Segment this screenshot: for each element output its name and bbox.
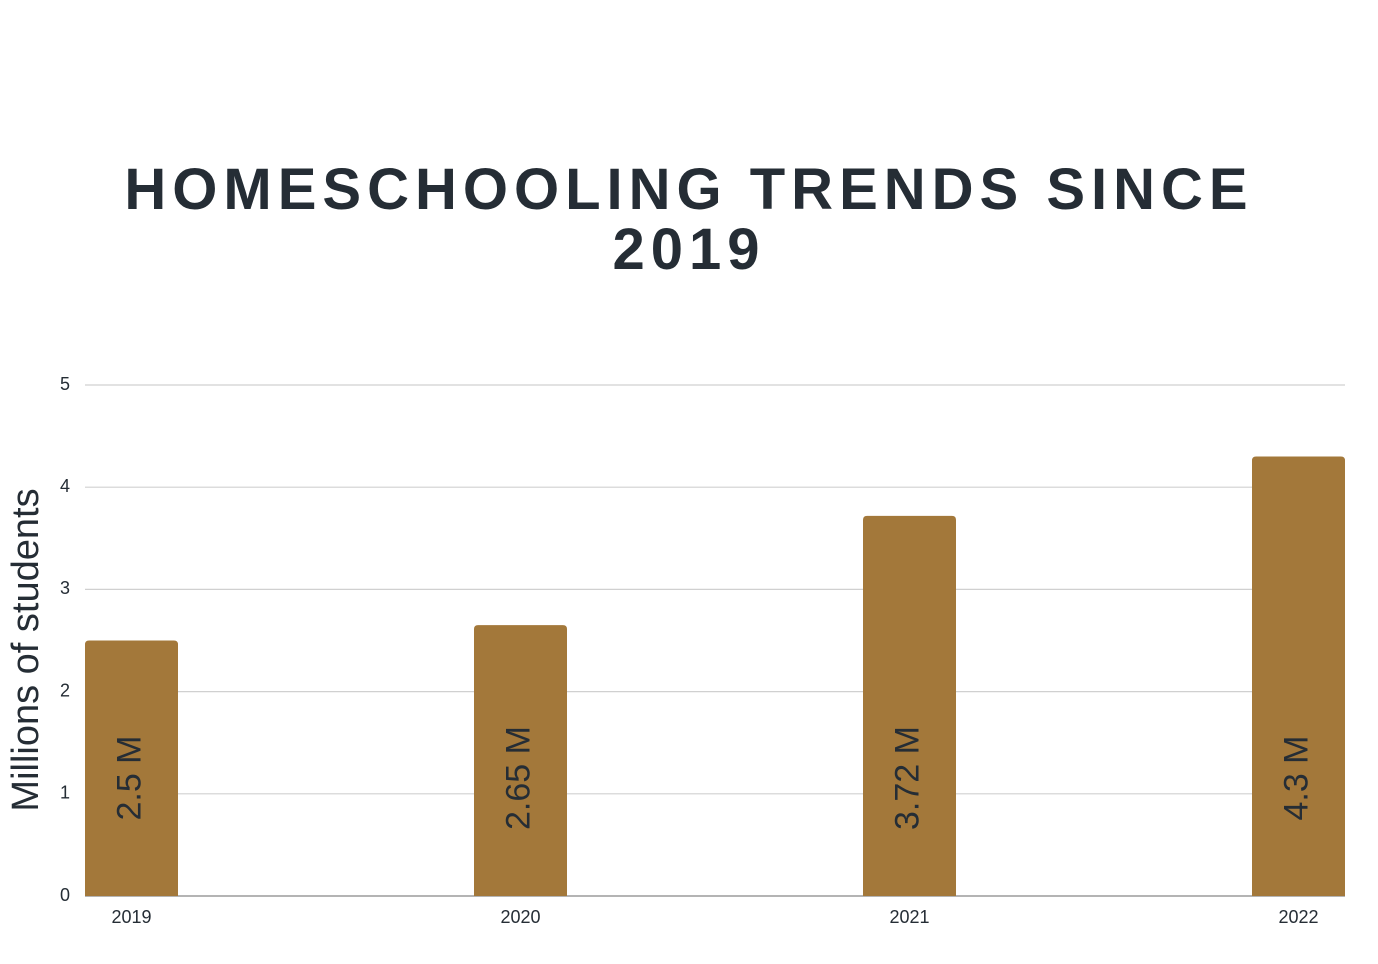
- bar: [474, 625, 567, 896]
- x-tick-label: 2021: [889, 907, 929, 927]
- x-tick-label: 2019: [111, 907, 151, 927]
- y-tick-label: 3: [60, 578, 70, 598]
- y-tick-label: 4: [60, 476, 70, 496]
- x-tick-label: 2022: [1278, 907, 1318, 927]
- x-tick-label: 2020: [500, 907, 540, 927]
- bar: [85, 640, 178, 896]
- y-tick-label: 0: [60, 885, 70, 905]
- data-label: 2.65 M: [499, 726, 537, 830]
- y-tick-label: 2: [60, 680, 70, 700]
- y-axis-label: Millions of students: [5, 488, 47, 811]
- data-label: 2.5 M: [110, 735, 148, 820]
- chart-title: HOMESCHOOLING TRENDS SINCE 2019: [124, 157, 1254, 282]
- y-tick-label: 5: [60, 374, 70, 394]
- bar: [863, 515, 956, 896]
- bar: [1252, 456, 1345, 896]
- y-tick-label: 1: [60, 783, 70, 803]
- data-label: 3.72 M: [888, 726, 926, 830]
- data-label: 4.3 M: [1277, 735, 1315, 820]
